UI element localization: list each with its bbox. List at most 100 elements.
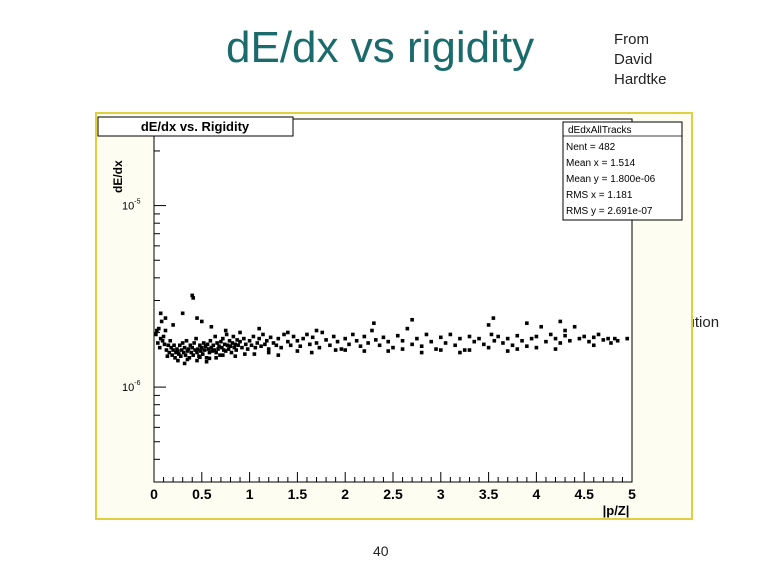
data-point xyxy=(415,336,419,341)
data-point xyxy=(194,336,198,341)
data-point xyxy=(386,339,391,344)
data-point xyxy=(553,336,558,341)
data-point xyxy=(496,334,500,339)
chart-title: dE/dx vs. Rigidity xyxy=(141,119,250,134)
data-point xyxy=(204,359,209,364)
data-point xyxy=(191,353,195,357)
data-point xyxy=(366,341,370,345)
data-point xyxy=(591,343,596,348)
slide-title: dE/dx vs rigidity xyxy=(226,23,535,72)
data-point xyxy=(558,341,563,345)
data-point xyxy=(245,347,250,351)
data-point xyxy=(544,339,548,344)
data-point xyxy=(158,336,163,341)
data-point xyxy=(309,350,314,355)
data-point xyxy=(211,343,216,348)
data-point xyxy=(223,328,228,333)
data-point xyxy=(180,311,185,316)
data-point xyxy=(505,349,510,353)
data-point xyxy=(276,353,281,357)
data-point xyxy=(486,323,491,327)
data-point xyxy=(467,334,472,339)
data-point xyxy=(221,353,225,357)
plot-area xyxy=(153,118,633,483)
y-tick-label: 10-5 xyxy=(122,199,141,213)
data-point xyxy=(539,324,543,329)
data-point xyxy=(221,336,225,341)
data-point xyxy=(235,338,239,342)
x-tick-label: 4 xyxy=(533,486,541,502)
x-axis: 0 0.5 1 1.5 2 2.5 3 3.5 4 4.5 5 xyxy=(150,472,636,502)
data-point xyxy=(204,356,209,360)
data-point xyxy=(202,348,207,352)
data-point xyxy=(226,347,231,351)
stats-title: dEdxAllTracks xyxy=(568,125,632,136)
data-point xyxy=(176,349,180,353)
data-point xyxy=(221,348,226,352)
data-point xyxy=(193,348,197,352)
stats-box: dEdxAllTracks Nent = 482 Mean x = 1.514 … xyxy=(562,121,683,221)
data-point xyxy=(209,324,214,329)
data-point xyxy=(591,335,596,340)
data-point xyxy=(163,316,168,320)
data-point xyxy=(229,350,234,355)
x-tick-label: 3.5 xyxy=(479,486,499,502)
data-point xyxy=(317,345,322,350)
stats-row: RMS y = 2.691e-07 xyxy=(566,206,653,217)
attribution-line: From xyxy=(614,31,649,48)
data-point xyxy=(170,353,174,357)
data-point xyxy=(266,347,271,351)
data-point xyxy=(467,348,472,352)
data-point xyxy=(291,334,296,339)
data-point xyxy=(171,323,175,327)
data-point xyxy=(238,330,242,335)
data-point xyxy=(268,335,273,340)
data-point xyxy=(223,349,228,353)
page-number: 40 xyxy=(373,543,389,559)
data-point xyxy=(154,332,158,337)
data-point xyxy=(405,326,410,331)
data-point xyxy=(182,361,187,366)
data-point xyxy=(534,334,539,339)
y-tick-label: 10-6 xyxy=(122,380,141,394)
data-point xyxy=(155,328,159,333)
data-point xyxy=(218,353,222,357)
data-point xyxy=(161,334,166,339)
data-point xyxy=(182,345,187,350)
data-point xyxy=(529,336,534,341)
data-point xyxy=(410,317,414,322)
data-point xyxy=(233,354,238,358)
data-point xyxy=(190,345,195,350)
data-point xyxy=(163,328,168,333)
data-point xyxy=(166,343,171,348)
data-points xyxy=(154,293,630,366)
data-point xyxy=(205,342,210,347)
data-point xyxy=(215,341,219,345)
data-point xyxy=(373,338,378,342)
data-point xyxy=(177,352,181,356)
data-point xyxy=(301,336,305,341)
data-point xyxy=(358,344,363,349)
data-point xyxy=(492,338,497,343)
data-point xyxy=(347,342,351,347)
data-point xyxy=(410,342,414,347)
data-point xyxy=(232,345,237,350)
data-point xyxy=(386,349,391,353)
data-point xyxy=(288,343,293,348)
data-point xyxy=(165,354,170,358)
data-point xyxy=(185,349,190,353)
data-point xyxy=(370,328,374,333)
x-tick-label: 2 xyxy=(341,486,349,502)
data-point xyxy=(181,350,186,355)
data-point xyxy=(167,350,172,355)
chart-title-box: dE/dx vs. Rigidity xyxy=(97,116,294,137)
data-point xyxy=(266,350,271,355)
data-point xyxy=(159,319,164,324)
data-point xyxy=(324,338,328,342)
data-point xyxy=(462,348,467,352)
data-point xyxy=(201,341,206,345)
data-point xyxy=(314,341,319,345)
data-point xyxy=(209,345,214,350)
x-tick-label: 5 xyxy=(628,486,636,502)
data-point xyxy=(169,345,174,350)
